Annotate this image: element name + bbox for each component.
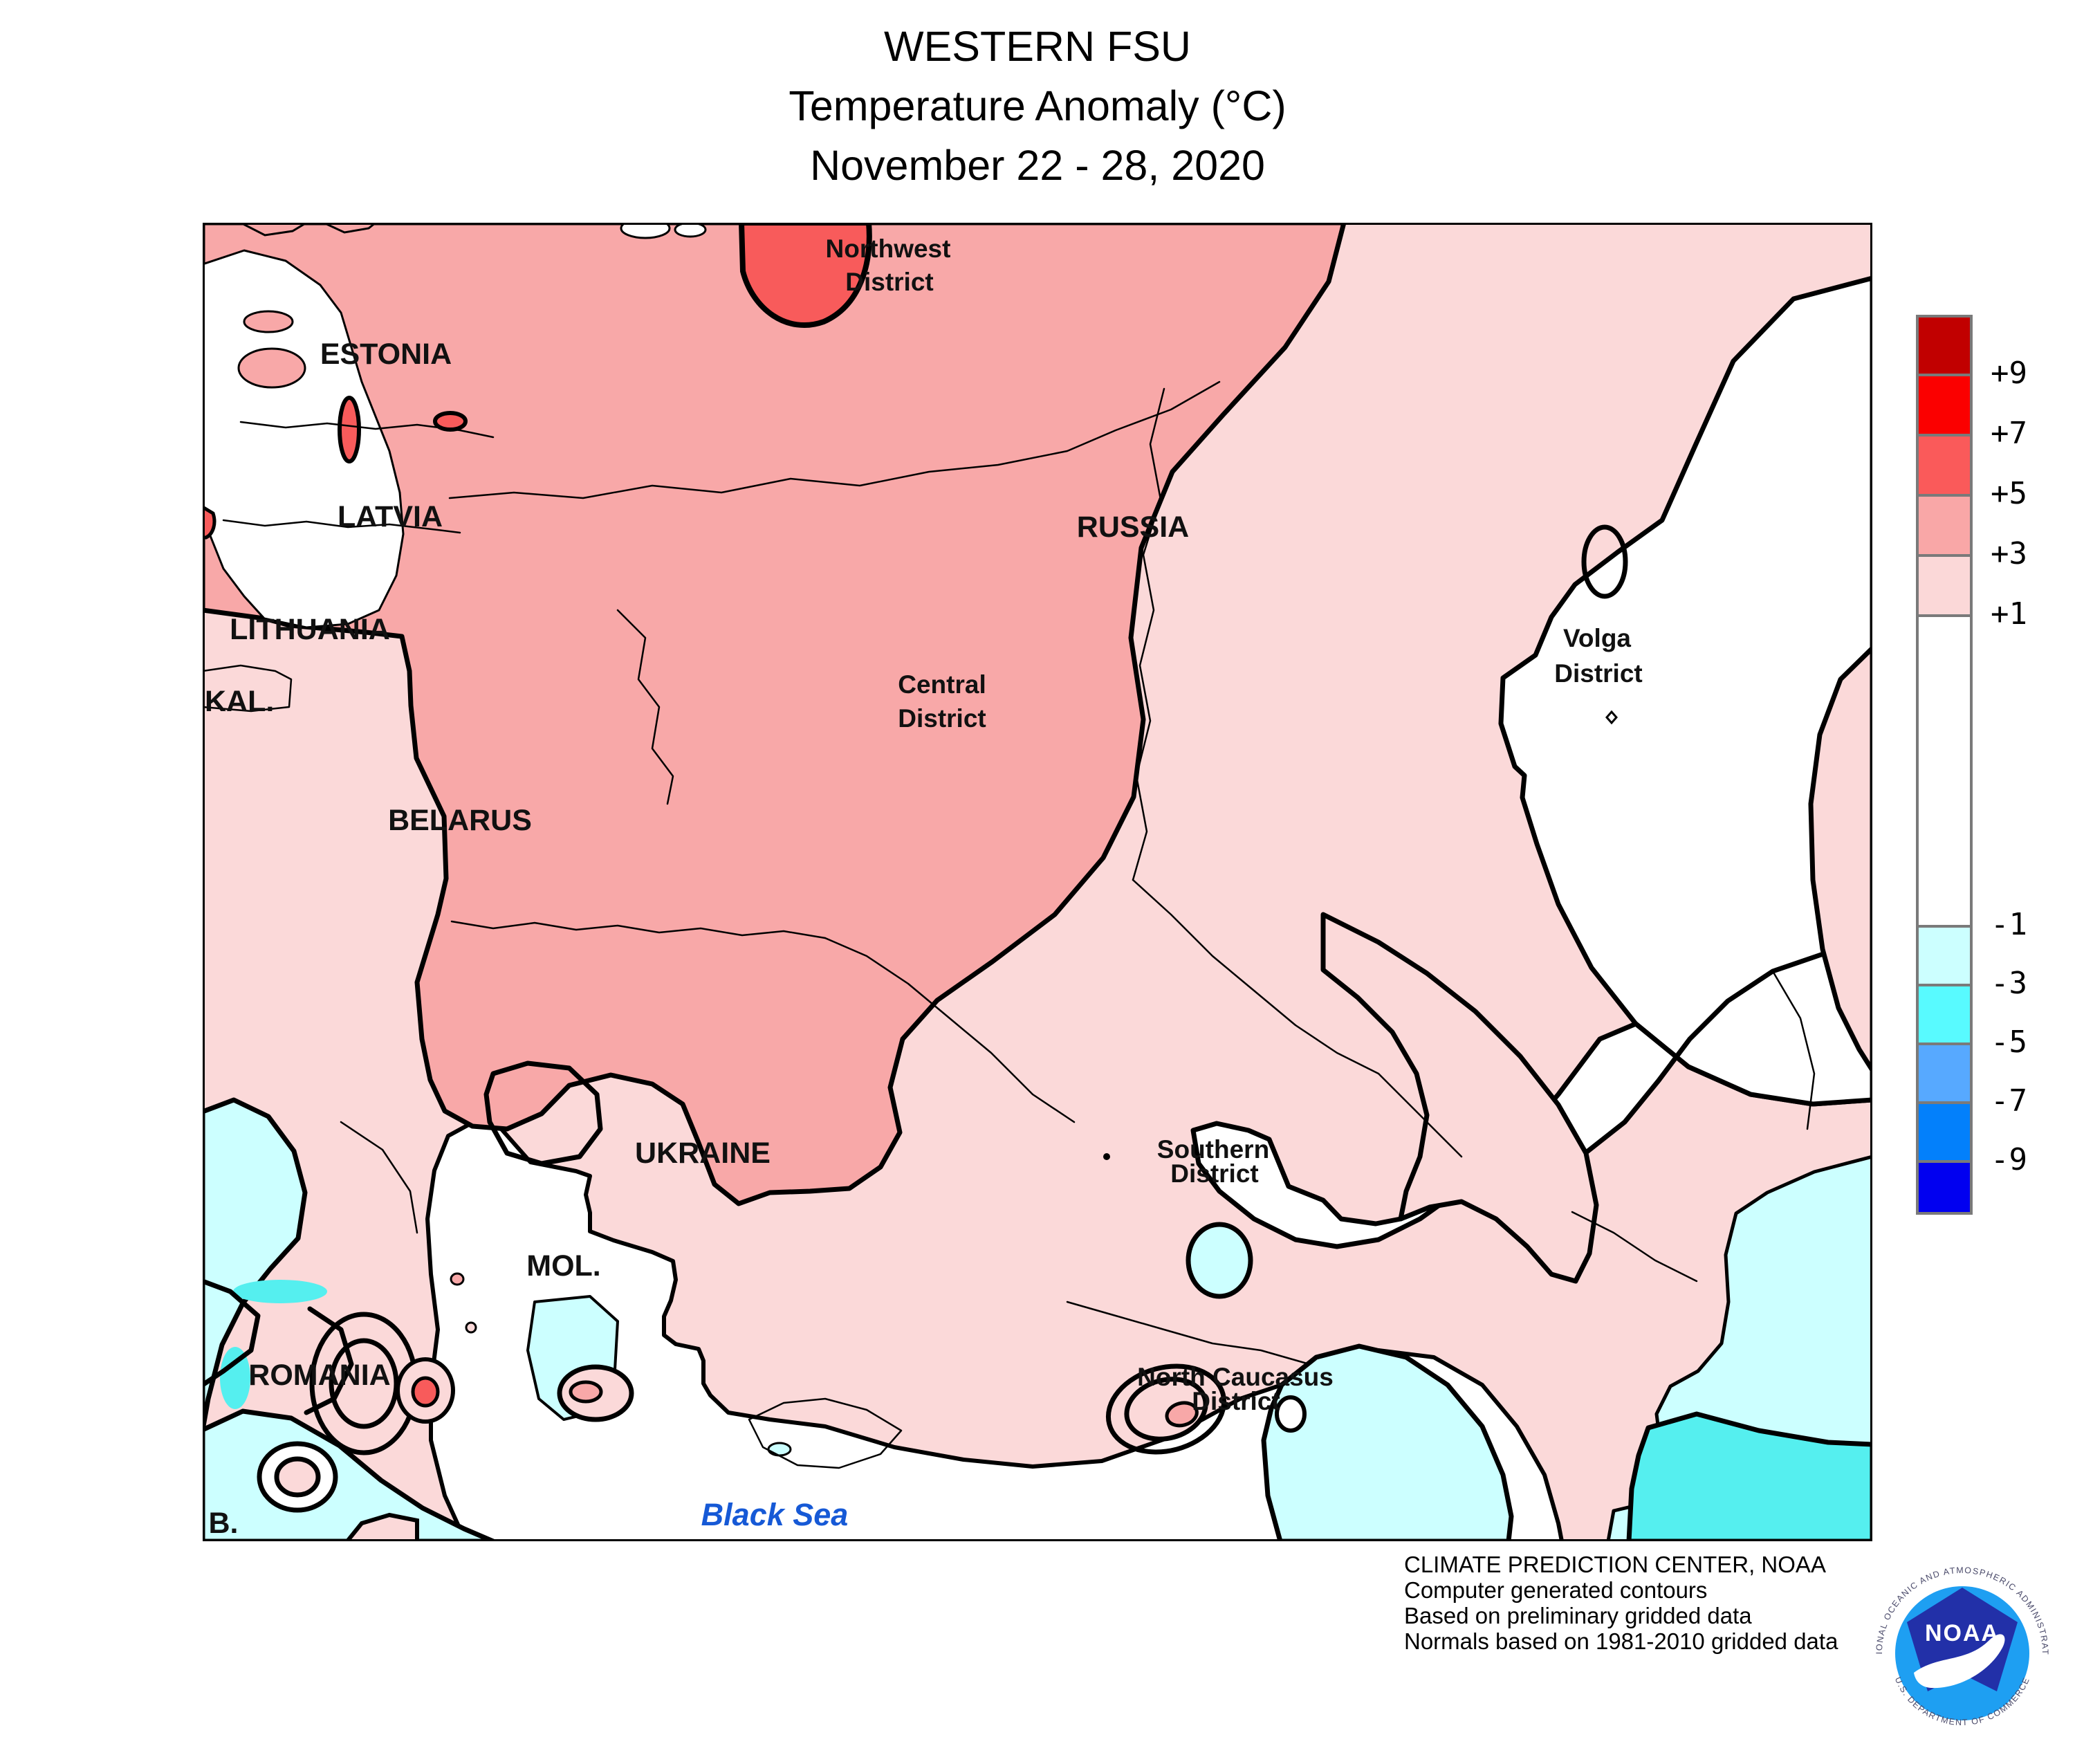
fill-red-northwest <box>739 223 872 328</box>
map-label-northwest-district-1: Northwest <box>826 235 951 263</box>
fill-cyan-bottom-center <box>1261 1343 1514 1541</box>
map-label-bulgaria: B. <box>209 1507 239 1540</box>
legend-swatch-2 <box>1916 434 1973 497</box>
legend-label-+5: +5 <box>1991 476 2027 511</box>
credits-line-3: Based on preliminary gridded data <box>1404 1603 1752 1628</box>
logo-noaa-text: NOAA <box>1925 1620 2000 1646</box>
legend-label-+1: +1 <box>1991 596 2027 632</box>
fill-pink-caucasus-core <box>1165 1401 1199 1428</box>
map-label-russia: RUSSIA <box>1077 511 1189 544</box>
legend-swatch-7 <box>1916 984 1973 1045</box>
map-label-volga-district-1: Volga <box>1563 624 1631 652</box>
anomaly-map: Northwest District ESTONIA LATVIA LITHUA… <box>203 223 1872 1541</box>
map-label-north-caucasus-2: District <box>1192 1387 1280 1415</box>
legend-label--7: -7 <box>1991 1083 2027 1119</box>
legend-label-+7: +7 <box>1991 416 2027 451</box>
legend-swatch-4 <box>1916 554 1973 617</box>
legend-swatch-9 <box>1916 1101 1973 1163</box>
thick-contours <box>203 524 1628 1415</box>
credits-block: CLIMATE PREDICTION CENTER, NOAA Computer… <box>1404 1552 1888 1654</box>
map-label-central-district-1: Central <box>898 670 986 699</box>
fill-pink-right-strip <box>1808 645 1872 1073</box>
title-line-2: Temperature Anomaly (°C) <box>788 82 1286 129</box>
thin-borders <box>203 380 1816 1469</box>
fill-medium-pink-core <box>203 223 1347 1206</box>
map-label-southern-district-1: Southern <box>1157 1135 1269 1164</box>
legend-label--9: -9 <box>1991 1142 2027 1177</box>
fill-red-coast-sliver <box>203 505 216 540</box>
credits-line-4: Normals based on 1981-2010 gridded data <box>1404 1628 1838 1654</box>
map-label-north-caucasus-1: North Caucasus <box>1137 1363 1334 1391</box>
legend-label-+9: +9 <box>1991 356 2027 391</box>
fill-baltic-sea <box>203 249 405 629</box>
map-label-estonia: ESTONIA <box>320 338 452 371</box>
map-label-black-sea: Black Sea <box>701 1497 849 1532</box>
map-border <box>203 223 1872 1541</box>
fill-island-1 <box>243 310 294 333</box>
fill-lake-1 <box>620 223 671 239</box>
fill-pink-bottom-edge <box>344 1512 419 1541</box>
fill-pink-romania-b-core <box>569 1380 603 1404</box>
legend-swatch-8 <box>1916 1042 1973 1104</box>
map-labels: Northwest District ESTONIA LATVIA LITHUA… <box>205 235 1643 1540</box>
legend-swatch-1 <box>1916 374 1973 437</box>
logo-seagull-icon <box>1914 1634 2005 1689</box>
credits-line-1: CLIMATE PREDICTION CENTER, NOAA <box>1404 1552 1826 1577</box>
map-label-belarus: BELARUS <box>388 804 532 837</box>
contour-ring-caucasus <box>1105 1363 1227 1455</box>
fill-pink-bullseye <box>274 1456 321 1498</box>
legend-swatch-10 <box>1916 1160 1973 1215</box>
fill-cyan-bright-2 <box>233 1280 327 1303</box>
title-line-1: WESTERN FSU <box>884 23 1191 70</box>
map-fills <box>203 223 1872 1541</box>
credits-line-2: Computer generated contours <box>1404 1577 1708 1603</box>
map-label-ukraine: UKRAINE <box>635 1137 771 1170</box>
fill-cyan-sw-1 <box>203 1097 308 1433</box>
fill-cyan-deep-caspian <box>1626 1411 1872 1541</box>
fill-red-carpathian <box>411 1376 440 1408</box>
map-label-lithuania: LITHUANIA <box>230 613 390 646</box>
map-label-kaliningrad: KAL. <box>205 685 274 718</box>
map-label-moldova: MOL. <box>526 1249 600 1283</box>
fill-cyan-azov <box>767 1442 792 1457</box>
map-label-volga-district-2: District <box>1554 659 1642 688</box>
legend-swatch-3 <box>1916 494 1973 557</box>
map-label-northwest-district-2: District <box>845 268 933 296</box>
legend-swatch-0 <box>1916 315 1973 376</box>
legend-label-+3: +3 <box>1991 536 2027 571</box>
fill-island-2 <box>237 347 306 389</box>
legend-swatch-6 <box>1916 925 1973 986</box>
fill-lake-2 <box>674 223 707 238</box>
map-label-latvia: LATVIA <box>338 500 443 533</box>
title-line-3: November 22 - 28, 2020 <box>810 142 1265 189</box>
legend-swatch-5 <box>1916 614 1973 928</box>
fill-pink-se-tongue <box>1320 912 1599 1284</box>
fill-cyan-southern <box>1186 1222 1253 1299</box>
fill-dot-2 <box>465 1321 477 1334</box>
fill-red-riga <box>338 396 361 463</box>
fill-white-southern-district <box>1190 944 1872 1249</box>
point-feature-dot <box>1103 1153 1110 1160</box>
fill-coast-bit-2 <box>323 223 378 234</box>
title-block: WESTERN FSU Temperature Anomaly (°C) Nov… <box>0 17 2075 195</box>
map-label-southern-district-2: District <box>1170 1159 1258 1188</box>
noaa-logo: NOAA NATIONAL OCEANIC AND ATMOSPHERIC AD… <box>1871 1562 2054 1745</box>
fill-north-caucasus-group <box>1105 1363 1227 1455</box>
legend-label--3: -3 <box>1991 966 2027 1001</box>
fill-coast-bit-1 <box>240 223 308 237</box>
fill-dot-1 <box>450 1272 465 1286</box>
point-feature-diamond <box>1605 710 1618 725</box>
map-label-central-district-2: District <box>898 704 986 733</box>
legend-label--1: -1 <box>1991 907 2027 942</box>
legend-label--5: -5 <box>1991 1025 2027 1060</box>
fill-cyan-sw-2 <box>203 1408 496 1541</box>
fill-white-hole <box>1275 1395 1307 1433</box>
fill-cyan-bright-1 <box>220 1347 250 1409</box>
map-label-romania: ROMANIA <box>248 1359 390 1392</box>
